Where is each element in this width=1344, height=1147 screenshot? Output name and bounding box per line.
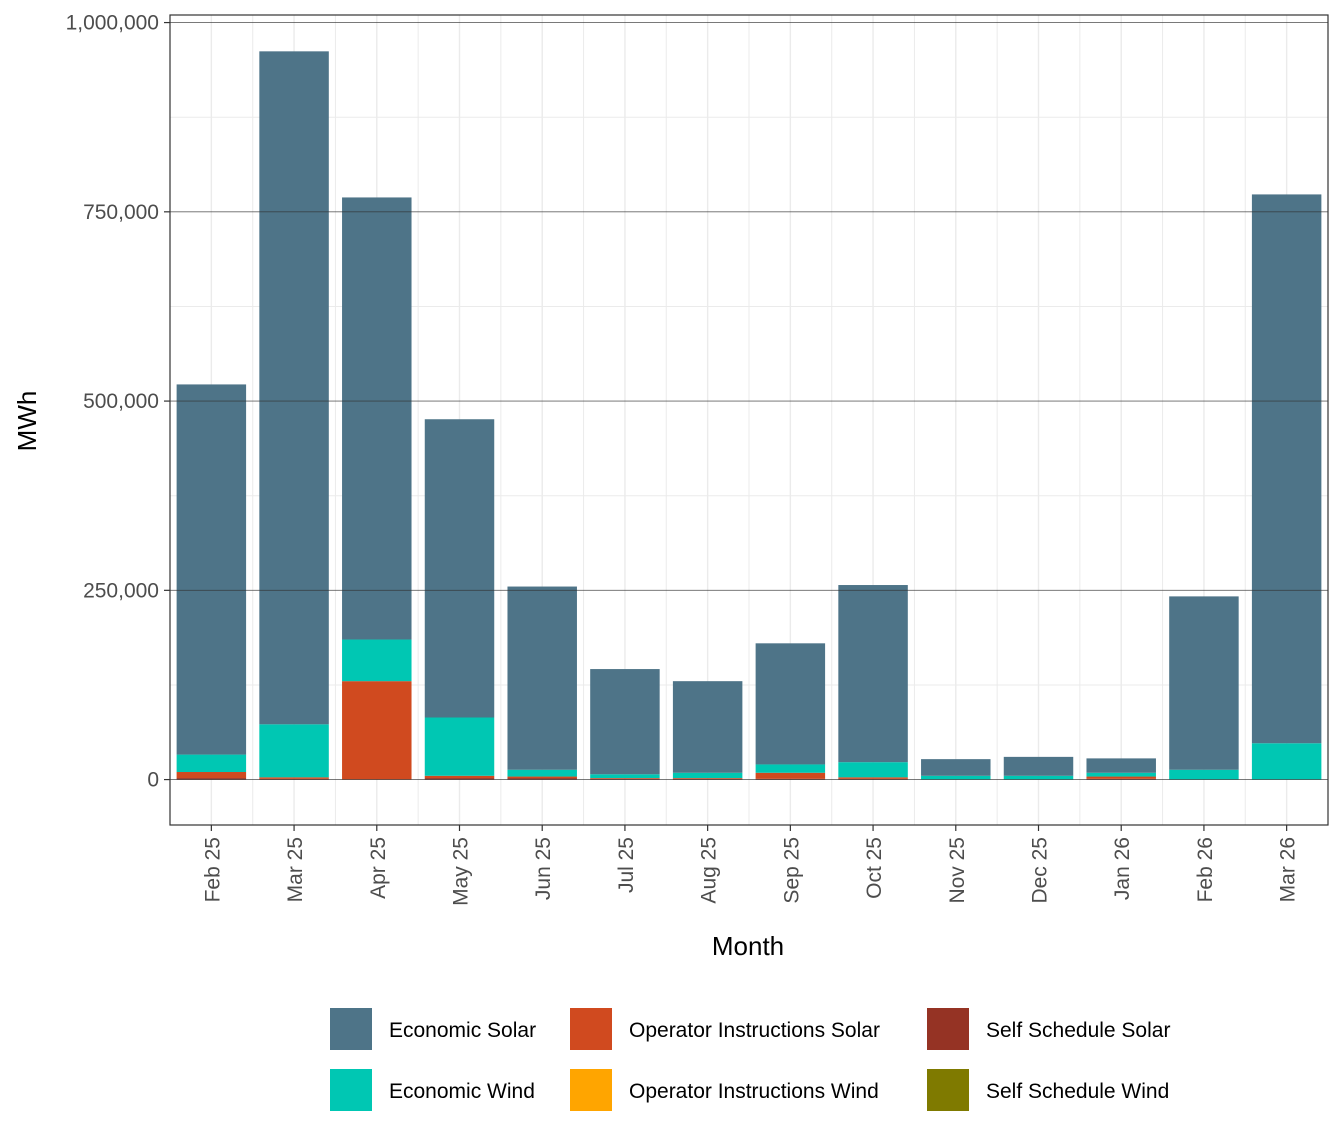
x-tick-label: May 25 [450,837,473,906]
legend-label: Self Schedule Solar [986,1019,1170,1042]
x-tick-label: Aug 25 [698,837,721,904]
y-tick-label: 250,000 [83,579,159,602]
legend-item: Self Schedule Wind [927,1069,1169,1111]
legend-label: Self Schedule Wind [986,1080,1169,1103]
x-tick-label: Feb 26 [1194,837,1217,902]
x-tick-label: Mar 25 [284,837,307,902]
bar-segment [921,775,991,780]
bar-segment [507,769,577,777]
bar-segment [1251,743,1322,780]
legend-label: Operator Instructions Wind [629,1080,879,1103]
bar-segment [507,776,577,779]
legend-label: Economic Solar [389,1019,536,1042]
legend-swatch [330,1008,372,1050]
bar-segment [259,51,329,725]
bar-segment [176,778,247,780]
bar-segment [424,778,495,780]
bar-segment [424,419,495,718]
y-tick-label: 750,000 [83,201,159,224]
legend-item: Economic Solar [330,1008,536,1050]
bar-segment [342,681,412,780]
x-tick-label: Feb 25 [201,837,224,902]
legend-swatch [927,1008,969,1050]
bar-segment [838,777,908,779]
x-axis: Feb 25 Mar 25 Apr 25 May 25 Jun 25 Jul 25 Aug … [201,825,1300,906]
bar-segment [672,681,743,773]
plot-panel-border [169,14,1329,826]
x-tick-label: Jan 26 [1111,837,1134,900]
bar-segment [342,639,412,682]
y-tick-label: 0 [147,769,159,792]
bar-segment [755,764,826,773]
bar-segment [1086,776,1156,779]
bar-segment [590,669,660,775]
legend-swatch [570,1008,612,1050]
x-tick-label: Nov 25 [946,837,969,904]
bar-segment [1169,769,1239,780]
bar-segment [590,778,660,779]
bar-segment [838,585,908,763]
bar-segment [1003,775,1074,780]
legend: Economic Solar Operator Instructions Sola… [330,1008,1170,1111]
x-axis-title: Month [712,931,784,961]
bar-segment [755,643,826,765]
x-tick-label: Apr 25 [367,837,390,899]
bar-segment [672,772,743,779]
bar-segment [672,778,743,779]
bar-segment [176,754,247,773]
legend-item: Operator Instructions Wind [570,1069,879,1111]
bar-segment [507,586,577,770]
bar-segment [176,772,247,779]
x-tick-label: Oct 25 [863,837,886,899]
bar-segment [590,774,660,779]
y-tick-label: 500,000 [83,390,159,413]
bar-segment [176,384,247,755]
bar-segment [424,775,495,779]
x-tick-label: Mar 26 [1277,837,1300,902]
bar-segment [921,759,991,776]
legend-item: Economic Wind [330,1069,535,1111]
bar-segment [259,777,329,779]
bar-segment [1086,772,1156,777]
legend-swatch [330,1069,372,1111]
x-tick-label: Jun 25 [532,837,555,900]
y-axis-title: MWh [12,391,42,452]
legend-swatch [927,1069,969,1111]
bar-segment [1169,596,1239,770]
legend-item: Self Schedule Solar [927,1008,1170,1050]
bar-segment [755,772,826,779]
legend-item: Operator Instructions Solar [570,1008,880,1050]
bars [170,22,1328,781]
y-axis: 0 250,000 500,000 750,000 1,000,000 [66,12,170,792]
bar-segment [342,197,412,640]
bar-segment [424,717,495,776]
bar-segment [259,724,329,778]
bar-segment [838,762,908,778]
bar-segment [1086,758,1156,773]
y-tick-label: 1,000,000 [66,12,159,35]
legend-label: Operator Instructions Solar [629,1019,880,1042]
x-tick-label: Jul 25 [615,837,638,893]
bar-segment [1003,756,1074,776]
x-tick-label: Sep 25 [780,837,803,904]
legend-label: Economic Wind [389,1080,535,1103]
x-tick-label: Dec 25 [1029,837,1052,904]
bar-segment [507,778,577,780]
legend-swatch [570,1069,612,1111]
bar-segment [1251,194,1322,744]
